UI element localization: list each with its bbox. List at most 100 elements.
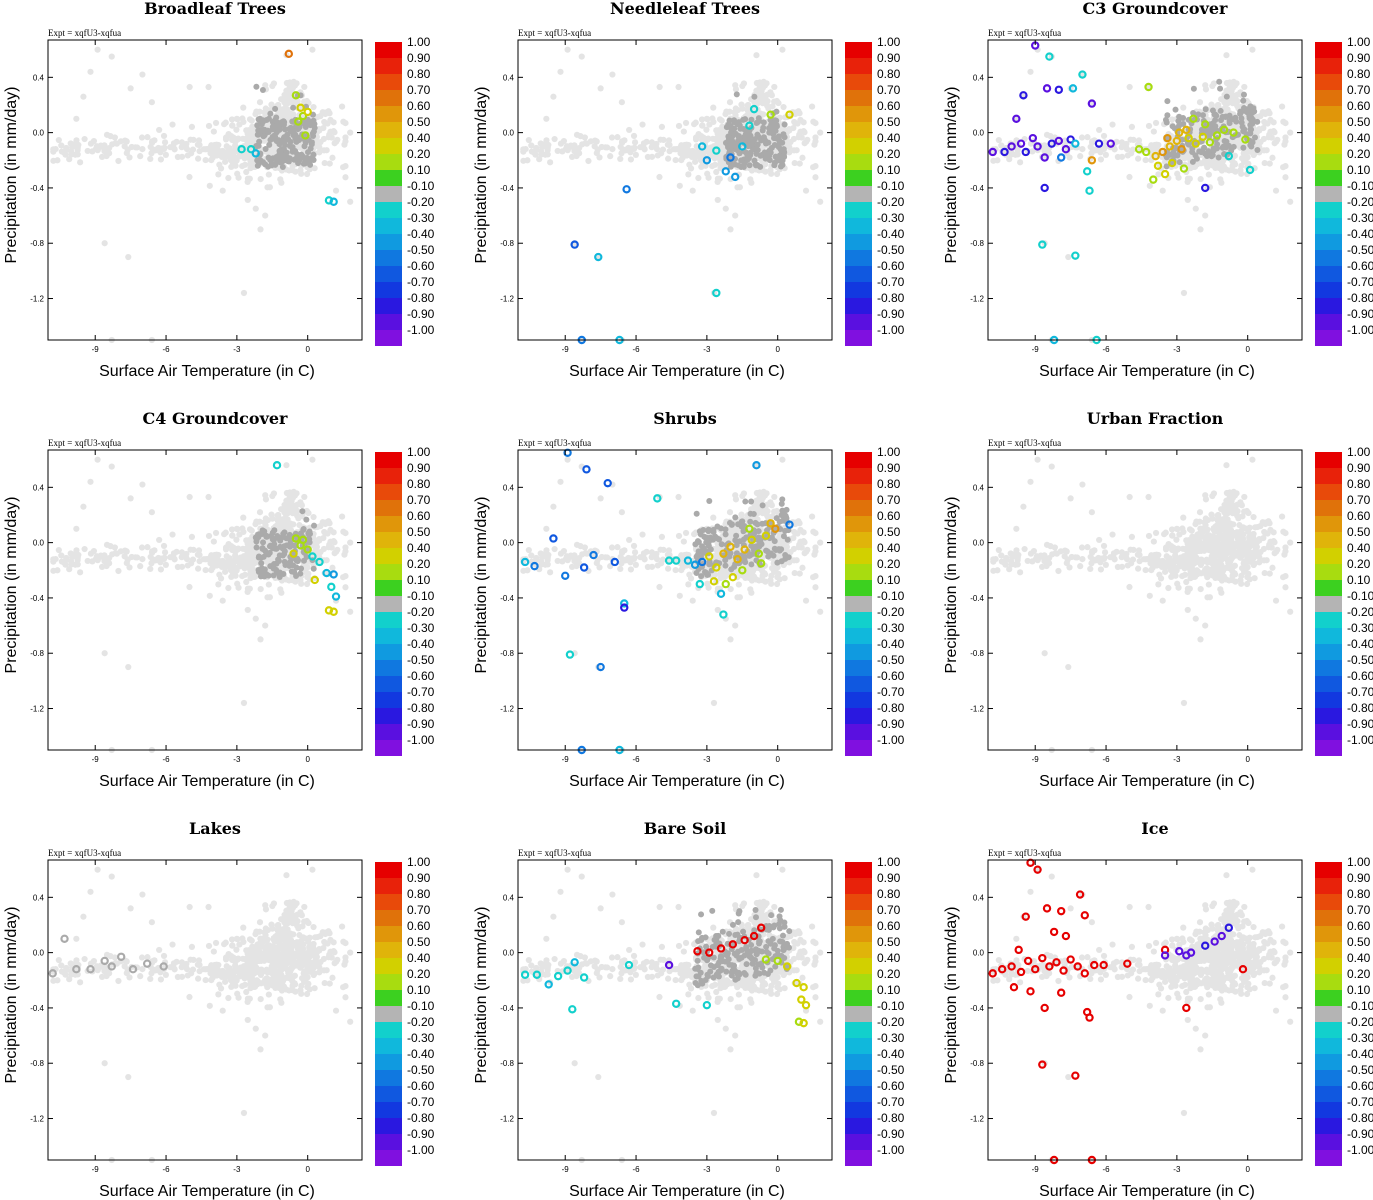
- near-zero-point: [725, 133, 732, 140]
- background-point: [735, 581, 742, 588]
- background-point: [111, 134, 118, 141]
- x-tick-label: 0: [1245, 345, 1250, 354]
- background-point: [713, 168, 720, 176]
- background-point: [257, 176, 264, 183]
- background-point: [138, 544, 146, 551]
- plot-frame: [517, 39, 833, 341]
- colorbar-swatch: [375, 564, 402, 580]
- data-point: [721, 167, 730, 176]
- near-zero-point: [1203, 151, 1210, 158]
- y-tick-label: -0.8: [500, 239, 514, 248]
- colorbar-swatch: [1315, 74, 1342, 90]
- background-point: [808, 103, 816, 110]
- y-tick-label: 0.0: [33, 539, 45, 548]
- near-zero-point: [1240, 144, 1247, 151]
- background-point: [608, 134, 616, 141]
- colorbar-swatch: [375, 596, 402, 612]
- colorbar-label: 0.70: [407, 493, 431, 507]
- background-point: [151, 547, 158, 554]
- background-point: [244, 152, 251, 159]
- background-point: [55, 136, 62, 144]
- background-point: [101, 240, 108, 247]
- background-point: [323, 147, 330, 154]
- background-point: [609, 145, 616, 153]
- background-point: [626, 126, 633, 134]
- colorbar-swatch: [1315, 202, 1342, 218]
- background-point: [309, 456, 316, 463]
- background-point: [283, 462, 290, 469]
- background-point: [262, 212, 269, 219]
- colorbar-label: -0.70: [407, 275, 435, 289]
- background-point: [264, 594, 271, 601]
- near-zero-point: [276, 573, 283, 580]
- background-point: [161, 554, 168, 561]
- background-point: [208, 156, 215, 164]
- background-point: [554, 557, 561, 565]
- background-point: [1223, 52, 1230, 59]
- background-point: [330, 119, 337, 126]
- background-point: [764, 512, 771, 519]
- background-point: [151, 137, 158, 144]
- background-point: [137, 563, 144, 570]
- background-point: [225, 174, 232, 182]
- background-point: [1100, 132, 1108, 140]
- y-tick-label: -0.4: [30, 184, 44, 193]
- background-point: [603, 144, 611, 151]
- background-point: [1152, 119, 1160, 127]
- data-point: [1106, 139, 1115, 148]
- near-zero-point: [290, 104, 297, 111]
- near-zero-point: [255, 131, 262, 138]
- colorbar-label: -0.80: [407, 701, 435, 715]
- background-point: [1223, 79, 1230, 87]
- colorbar-swatch: [375, 298, 402, 314]
- colorbar-swatch: [375, 740, 402, 756]
- experiment-label: Expt = xqfU3-xqfua: [48, 438, 121, 448]
- background-point: [1148, 142, 1155, 149]
- background-point: [608, 544, 616, 551]
- background-point: [204, 146, 211, 153]
- near-zero-point: [763, 151, 770, 158]
- y-axis-label: Precipitation (in mm/day): [3, 87, 20, 264]
- background-point: [739, 492, 746, 500]
- background-point: [147, 565, 154, 573]
- background-point: [1123, 140, 1130, 148]
- colorbar-swatch: [1315, 170, 1342, 186]
- near-zero-point: [743, 155, 750, 162]
- background-point: [676, 182, 683, 189]
- background-point: [257, 226, 264, 233]
- data-point: [731, 172, 740, 182]
- background-point: [617, 565, 624, 573]
- colorbar-label: -0.10: [407, 179, 435, 193]
- background-point: [597, 495, 604, 502]
- background-point: [148, 99, 155, 106]
- background-point: [229, 122, 236, 129]
- background-point: [817, 198, 824, 205]
- data-point: [272, 461, 282, 470]
- background-point: [342, 134, 349, 141]
- background-point: [738, 101, 745, 108]
- colorbar-swatch: [375, 660, 402, 676]
- background-point: [812, 119, 819, 127]
- colorbar-label: 0.90: [407, 51, 431, 65]
- background-point: [77, 569, 84, 576]
- near-zero-point: [1251, 134, 1258, 141]
- near-zero-point: [267, 156, 274, 163]
- background-point: [676, 592, 683, 599]
- near-zero-point: [310, 157, 317, 164]
- background-point: [699, 136, 706, 144]
- background-point: [760, 78, 767, 86]
- colorbar-swatch: [1315, 138, 1342, 154]
- background-point: [1142, 156, 1149, 164]
- near-zero-point: [264, 127, 271, 134]
- background-point: [290, 78, 297, 86]
- background-point: [190, 546, 197, 554]
- background-point: [528, 142, 535, 149]
- background-point: [58, 558, 65, 565]
- background-point: [1128, 123, 1136, 130]
- near-zero-point: [1222, 113, 1229, 120]
- background-point: [94, 46, 101, 53]
- panel-title: Needleleaf Trees: [610, 0, 760, 18]
- near-zero-point: [733, 91, 740, 98]
- colorbar-label: 0.40: [407, 541, 431, 555]
